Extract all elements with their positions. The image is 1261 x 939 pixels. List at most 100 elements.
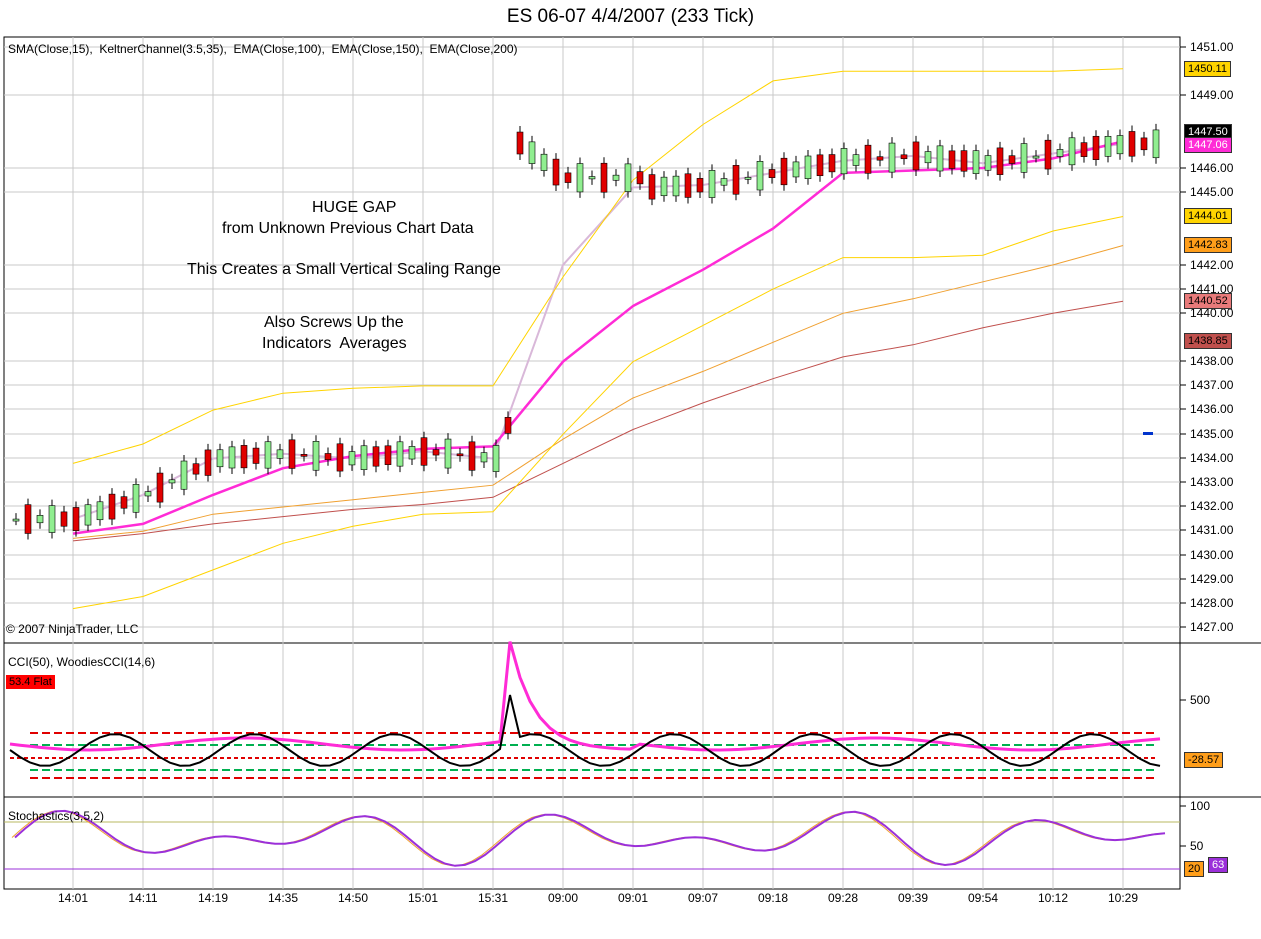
series-sma-close-15- [72, 142, 1124, 521]
candle-body [1008, 155, 1016, 164]
candle-body [852, 154, 860, 166]
candle-body [312, 441, 320, 471]
candle-body [696, 178, 704, 193]
copyright-label: © 2007 NinjaTrader, LLC [6, 622, 139, 636]
x-tick-label: 14:01 [58, 891, 88, 905]
candle-body [888, 142, 896, 173]
y-tick-label: 1432.00 [1190, 499, 1234, 513]
candle-body [768, 169, 776, 178]
candle-body [1044, 139, 1052, 170]
candle-body [1152, 129, 1160, 159]
candle-body [288, 439, 296, 469]
note-scaling-range: This Creates a Small Vertical Scaling Ra… [187, 261, 501, 278]
candle-body [612, 174, 620, 181]
y-tick-label: 1437.00 [1190, 378, 1234, 392]
x-tick-label: 15:01 [408, 891, 438, 905]
note-screws-up: Also Screws Up the [264, 314, 404, 331]
candle-body [72, 507, 80, 531]
candle-body [516, 131, 524, 155]
candle-body [60, 511, 68, 527]
x-tick-label: 14:11 [128, 891, 157, 905]
stoch-k-line [14, 809, 1166, 867]
woodies-cci-line [9, 694, 1161, 767]
candle-body [600, 162, 608, 193]
candle-body [672, 175, 680, 197]
price-badge: 1442.83 [1184, 237, 1232, 253]
price-badge: 1450.11 [1184, 61, 1231, 77]
x-tick-label: 09:28 [828, 891, 858, 905]
candle-body [492, 445, 500, 472]
candle-body [1080, 142, 1088, 157]
candle-body [1140, 137, 1148, 151]
candle-body [924, 151, 932, 164]
candle-body [132, 484, 140, 513]
candle-body [1092, 135, 1100, 160]
candle-body [144, 491, 152, 497]
candle-body [936, 145, 944, 172]
x-tick-label: 10:12 [1038, 891, 1068, 905]
candle-body [420, 437, 428, 466]
x-tick-label: 09:01 [618, 891, 648, 905]
candle-body [876, 156, 884, 161]
candle-body [360, 445, 368, 470]
price-lines [72, 68, 1124, 610]
candle-body [120, 496, 128, 509]
candle-body [276, 449, 284, 459]
series-ema-close-100- [72, 140, 1124, 535]
candle-body [660, 176, 668, 197]
x-tick-label: 14:35 [268, 891, 298, 905]
candle-body [984, 155, 992, 171]
candle-body [1020, 143, 1028, 173]
x-tick-label: 09:39 [898, 891, 928, 905]
y-tick-label: 1449.00 [1190, 88, 1234, 102]
y-tick-label: 1436.00 [1190, 402, 1234, 416]
candle-body [636, 171, 644, 185]
candle-body [528, 141, 536, 164]
candle-body [648, 174, 656, 200]
x-tick-label: 14:50 [338, 891, 368, 905]
candle-body [552, 158, 560, 186]
price-indicator-label: SMA(Close,15), KeltnerChannel(3.5,35), E… [8, 42, 518, 56]
candle-body [912, 141, 920, 171]
candle-body [1116, 135, 1124, 155]
cci-lines [9, 641, 1186, 779]
y-tick-label: 1429.00 [1190, 572, 1234, 586]
candle-body [12, 518, 20, 522]
candle-body [300, 454, 308, 457]
candle-body [36, 515, 44, 524]
candle-body [828, 154, 836, 173]
candle-body [264, 441, 272, 469]
candle-body [24, 504, 32, 534]
candle-body [540, 153, 548, 171]
note-huge-gap: HUGE GAP [312, 199, 397, 216]
candle-body [48, 505, 56, 533]
candle-body [900, 154, 908, 160]
cci-label: CCI(50), WoodiesCCI(14,6) [8, 655, 156, 669]
candle-body [996, 147, 1004, 175]
price-badge: 1447.50 [1184, 124, 1232, 140]
price-badge: 1438.85 [1184, 333, 1232, 349]
candle-body [372, 446, 380, 467]
candle-body [864, 144, 872, 174]
candle-body [216, 449, 224, 468]
x-tick-label: 10:29 [1108, 891, 1138, 905]
candle-body [840, 148, 848, 175]
candle-body [1128, 131, 1136, 157]
candle-body [348, 451, 356, 466]
candle-body [1056, 149, 1064, 157]
candle-body [684, 173, 692, 198]
candle-body [408, 446, 416, 460]
candle-body [792, 161, 800, 178]
cci-badge: -28.57 [1184, 752, 1224, 768]
candle-body [444, 438, 452, 469]
x-tick-label: 15:31 [478, 891, 508, 905]
candle-body [456, 453, 464, 457]
candle-body [804, 155, 812, 180]
candle-body [480, 452, 488, 463]
candle-body [972, 150, 980, 174]
candle-body [396, 441, 404, 467]
note-indicators-averages: Indicators Averages [262, 335, 407, 352]
stoch-d-line [11, 810, 1163, 867]
candle-body [720, 178, 728, 186]
